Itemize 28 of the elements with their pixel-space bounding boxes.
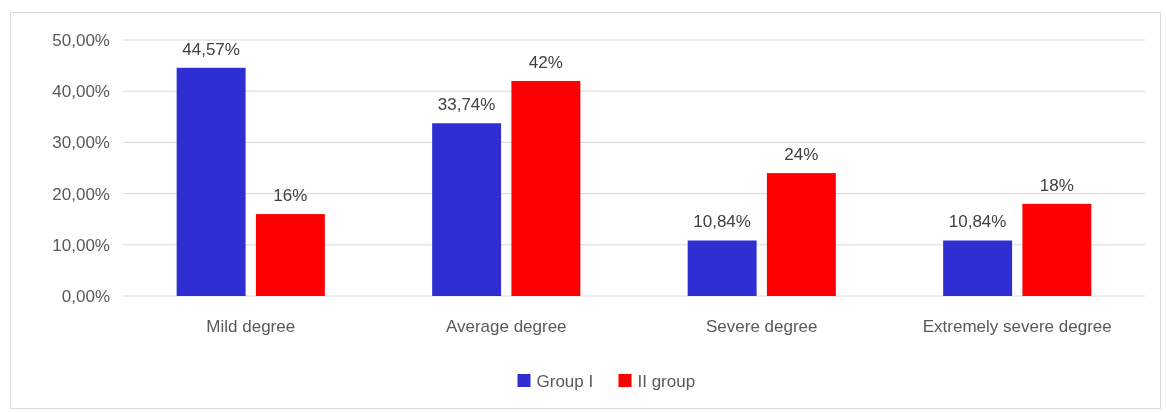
bar: [687, 240, 757, 296]
legend-label: Group I: [536, 371, 594, 391]
bar: [432, 123, 502, 296]
data-label: 24%: [784, 145, 819, 165]
data-label: 18%: [1039, 175, 1074, 195]
y-tick-label: 30,00%: [52, 133, 110, 153]
y-tick-label: 50,00%: [52, 30, 110, 50]
y-tick-label: 40,00%: [52, 82, 110, 102]
bar: [176, 67, 246, 296]
bar: [511, 80, 581, 296]
data-label: 16%: [273, 186, 308, 206]
data-label: 10,84%: [948, 212, 1007, 232]
data-label: 33,74%: [437, 95, 496, 115]
x-tick-label: Average degree: [445, 317, 567, 336]
y-tick-label: 10,00%: [52, 235, 110, 255]
bar: [1022, 203, 1092, 296]
legend-label: II group: [637, 371, 696, 391]
bar: [943, 240, 1013, 296]
x-tick-label: Severe degree: [705, 317, 818, 336]
data-label: 44,57%: [182, 39, 240, 59]
data-label: 42%: [528, 52, 563, 72]
y-tick-label: 20,00%: [52, 184, 110, 204]
x-tick-label: Mild degree: [206, 317, 296, 336]
bar: [255, 214, 325, 296]
y-tick-label: 0,00%: [61, 286, 110, 306]
data-label: 10,84%: [693, 212, 751, 232]
bar: [766, 173, 836, 296]
x-tick-label: Extremely severe degree: [922, 317, 1112, 336]
